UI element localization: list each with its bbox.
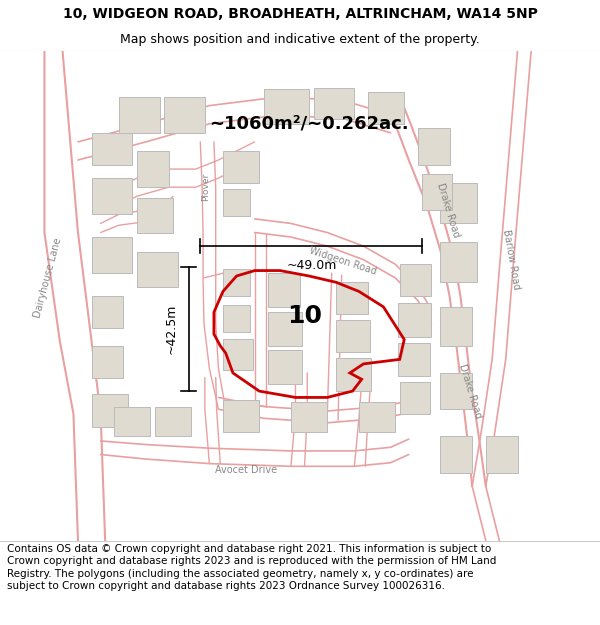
Polygon shape: [223, 269, 250, 296]
Polygon shape: [398, 343, 430, 376]
Polygon shape: [398, 303, 431, 337]
Polygon shape: [114, 406, 151, 436]
Polygon shape: [440, 373, 472, 409]
Polygon shape: [486, 436, 517, 472]
Polygon shape: [314, 88, 355, 119]
Polygon shape: [291, 402, 327, 432]
Polygon shape: [92, 394, 128, 428]
Polygon shape: [400, 264, 431, 296]
Text: ~1060m²/~0.262ac.: ~1060m²/~0.262ac.: [209, 115, 409, 132]
Text: ~42.5m: ~42.5m: [164, 304, 178, 354]
Polygon shape: [268, 312, 302, 346]
Polygon shape: [164, 96, 205, 132]
Polygon shape: [418, 128, 449, 164]
Polygon shape: [92, 237, 133, 273]
Text: Plover: Plover: [201, 173, 210, 201]
Text: Barlow Road: Barlow Road: [501, 229, 521, 291]
Polygon shape: [268, 350, 302, 384]
Text: 10: 10: [287, 304, 322, 328]
Polygon shape: [359, 402, 395, 432]
Text: Dairyhouse Lane: Dairyhouse Lane: [32, 237, 64, 319]
Polygon shape: [440, 307, 472, 346]
Text: Map shows position and indicative extent of the property.: Map shows position and indicative extent…: [120, 34, 480, 46]
Polygon shape: [92, 346, 123, 378]
Polygon shape: [336, 321, 370, 352]
Polygon shape: [440, 182, 477, 223]
Text: ~49.0m: ~49.0m: [286, 259, 337, 272]
Polygon shape: [223, 151, 259, 182]
Text: Drake Road: Drake Road: [434, 181, 461, 238]
Polygon shape: [137, 198, 173, 232]
Polygon shape: [400, 382, 430, 414]
Polygon shape: [137, 151, 169, 188]
Text: Widgeon Road: Widgeon Road: [308, 246, 377, 277]
Polygon shape: [92, 178, 133, 214]
Polygon shape: [264, 89, 309, 124]
Polygon shape: [336, 282, 368, 314]
Polygon shape: [223, 189, 250, 216]
Polygon shape: [223, 339, 253, 370]
Text: 10, WIDGEON ROAD, BROADHEATH, ALTRINCHAM, WA14 5NP: 10, WIDGEON ROAD, BROADHEATH, ALTRINCHAM…: [62, 8, 538, 21]
Polygon shape: [137, 253, 178, 287]
Text: Avocet Drive: Avocet Drive: [215, 465, 277, 475]
Polygon shape: [440, 436, 472, 472]
Polygon shape: [119, 96, 160, 132]
Polygon shape: [223, 305, 250, 332]
Polygon shape: [223, 400, 259, 432]
Polygon shape: [422, 174, 452, 210]
Polygon shape: [440, 241, 477, 282]
Polygon shape: [92, 132, 133, 164]
Polygon shape: [155, 406, 191, 436]
Text: Contains OS data © Crown copyright and database right 2021. This information is : Contains OS data © Crown copyright and d…: [7, 544, 497, 591]
Polygon shape: [368, 92, 404, 124]
Text: Drake Road: Drake Road: [457, 362, 484, 419]
Polygon shape: [92, 296, 123, 328]
Polygon shape: [336, 357, 371, 391]
Polygon shape: [268, 273, 300, 307]
